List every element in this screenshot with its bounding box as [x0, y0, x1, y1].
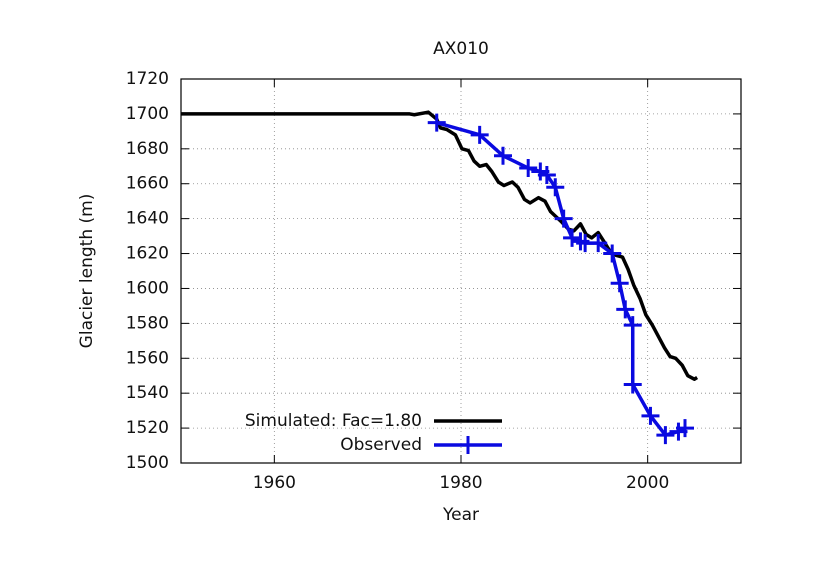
x-axis-label: Year: [442, 505, 479, 525]
data-point: [494, 146, 512, 165]
data-point: [470, 125, 489, 144]
data-point: [656, 426, 675, 445]
legend-label: Observed: [340, 435, 422, 455]
plot-frame: [180, 78, 742, 464]
data-point: [610, 274, 629, 293]
y-tick-label: 1520: [126, 418, 169, 438]
chart-title: AX010: [433, 39, 489, 59]
data-point: [603, 244, 622, 263]
data-point: [546, 178, 565, 197]
data-point: [563, 228, 582, 247]
data-point: [623, 375, 642, 394]
data-point: [623, 316, 642, 335]
data-point: [519, 159, 538, 178]
y-tick-label: 1560: [126, 348, 169, 368]
legend-label: Simulated: Fac=1.80: [245, 411, 422, 431]
data-point: [554, 209, 573, 228]
y-tick-label: 1660: [126, 174, 169, 194]
x-tick-label: 1960: [253, 473, 296, 493]
y-tick-label: 1700: [126, 104, 169, 124]
y-tick-label: 1540: [126, 383, 169, 403]
data-point: [616, 300, 635, 319]
x-tick-label: 1980: [439, 473, 482, 493]
y-tick-label: 1620: [126, 244, 169, 264]
data-point: [537, 166, 556, 184]
data-point: [589, 234, 608, 253]
y-tick-label: 1600: [126, 278, 169, 298]
data-point: [641, 406, 660, 425]
y-axis-label: Glacier length (m): [77, 194, 97, 349]
y-tick-label: 1500: [126, 453, 169, 473]
y-tick-label: 1580: [126, 313, 169, 333]
y-tick-label: 1640: [126, 209, 169, 229]
y-tick-label: 1720: [126, 69, 169, 89]
legend-marker: [459, 436, 477, 454]
data-point: [676, 419, 694, 438]
data-point: [427, 113, 446, 132]
y-tick-label: 1680: [126, 139, 169, 159]
x-tick-label: 2000: [626, 473, 669, 493]
